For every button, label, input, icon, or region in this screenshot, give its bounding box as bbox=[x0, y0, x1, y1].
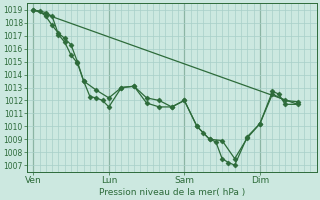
X-axis label: Pression niveau de la mer( hPa ): Pression niveau de la mer( hPa ) bbox=[99, 188, 245, 197]
